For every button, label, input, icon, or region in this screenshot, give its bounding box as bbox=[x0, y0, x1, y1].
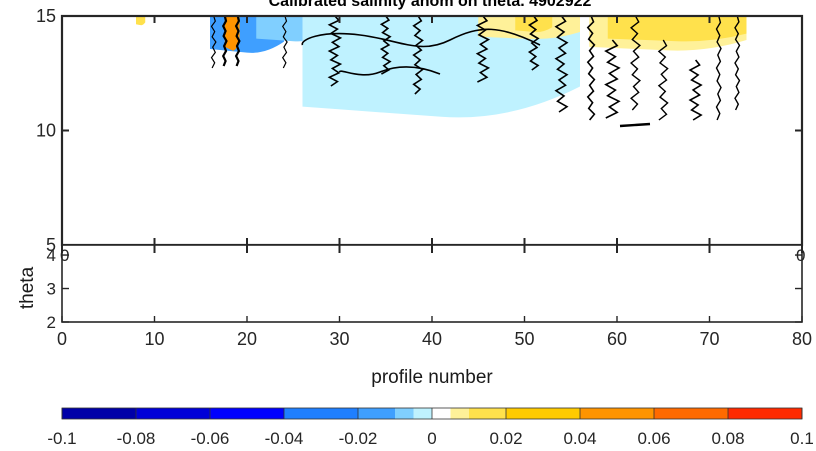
colorbar-tick-label: -0.02 bbox=[339, 429, 378, 448]
contour-line-11 bbox=[604, 39, 621, 119]
contour-region-0 bbox=[136, 16, 146, 26]
lower-panel: 234 0 00 10 20 30 40 50 60 70 80 bbox=[47, 244, 812, 349]
contour-line-0 bbox=[210, 16, 217, 69]
lower-edge-label-left: 0 bbox=[60, 246, 69, 265]
colorbar-segment bbox=[469, 408, 506, 419]
x-tick-label: 10 bbox=[144, 329, 164, 349]
x-tick-label: 0 bbox=[57, 329, 67, 349]
colorbar-segment bbox=[62, 408, 136, 419]
colorbar-segment bbox=[654, 408, 728, 419]
colorbar-tick-label: -0.04 bbox=[265, 429, 304, 448]
contour-fills bbox=[136, 16, 747, 118]
x-tick-label: 60 bbox=[607, 329, 627, 349]
colorbar-segment bbox=[432, 408, 451, 419]
colorbar-tick-label: 0.04 bbox=[563, 429, 596, 448]
colorbar-tick-label: 0.06 bbox=[637, 429, 670, 448]
contour-line-1 bbox=[221, 16, 228, 67]
colorbar-segment bbox=[210, 408, 284, 419]
upper-y-tick-label: 10 bbox=[36, 121, 56, 141]
contour-line-5 bbox=[379, 16, 392, 75]
contour-line-10 bbox=[586, 16, 596, 121]
contour-line-h3 bbox=[619, 122, 651, 128]
colorbar-segment bbox=[506, 408, 580, 419]
colorbar-segment bbox=[395, 408, 414, 419]
contour-line-3 bbox=[281, 16, 288, 69]
colorbar-segment bbox=[136, 408, 210, 419]
colorbar: -0.1 -0.08 -0.06 -0.04 -0.02 0 0.02 0.04 0.06 0.0… bbox=[47, 407, 814, 448]
chart-title: Calibrated salinity anom on theta. 49029… bbox=[269, 0, 592, 10]
contour-line-h1 bbox=[301, 28, 541, 48]
contour-line-9 bbox=[554, 16, 569, 113]
lower-y-tick-label: 3 bbox=[47, 280, 56, 299]
contour-line-8 bbox=[527, 16, 540, 71]
contour-region-6 bbox=[515, 16, 553, 33]
y-axis-label: theta bbox=[17, 266, 38, 309]
colorbar-tick-label: 0.08 bbox=[711, 429, 744, 448]
contour-line-13 bbox=[657, 39, 669, 121]
x-tick-label: 20 bbox=[237, 329, 257, 349]
contour-lines bbox=[210, 16, 741, 128]
contour-line-14 bbox=[688, 59, 703, 121]
upper-panel: 5 10 15 bbox=[36, 6, 804, 255]
upper-y-tick-label: 15 bbox=[36, 6, 56, 26]
lower-axes-frame bbox=[61, 244, 803, 323]
lower-y-tick-label: 4 bbox=[47, 246, 56, 265]
colorbar-segment bbox=[413, 408, 432, 419]
contour-line-15 bbox=[715, 16, 722, 121]
colorbar-tick-label: -0.1 bbox=[47, 429, 76, 448]
colorbar-tick-label: 0.02 bbox=[489, 429, 522, 448]
contour-line-7 bbox=[475, 16, 491, 83]
lower-y-tick-label: 2 bbox=[47, 313, 56, 332]
colorbar-segment bbox=[728, 408, 802, 419]
contour-region-8 bbox=[607, 16, 747, 42]
colorbar-tick-label: 0 bbox=[427, 429, 436, 448]
x-axis-label: profile number bbox=[371, 367, 493, 388]
contour-line-2 bbox=[234, 16, 241, 67]
contour-line-16 bbox=[734, 16, 741, 111]
x-tick-label: 80 bbox=[792, 329, 812, 349]
colorbar-segment bbox=[580, 408, 654, 419]
colorbar-segment bbox=[284, 408, 358, 419]
colorbar-tick-label: -0.08 bbox=[117, 429, 156, 448]
colorbar-tick-label: -0.06 bbox=[191, 429, 230, 448]
x-tick-label: 70 bbox=[699, 329, 719, 349]
contour-line-12 bbox=[630, 16, 641, 111]
contour-region-4 bbox=[302, 16, 580, 118]
x-tick-label: 30 bbox=[329, 329, 349, 349]
upper-y-tick-label: 5 bbox=[46, 235, 56, 255]
lower-edge-label-right: 0 bbox=[796, 246, 805, 265]
colorbar-tick-label: 0.1 bbox=[790, 429, 814, 448]
x-tick-label: 50 bbox=[514, 329, 534, 349]
x-tick-label: 40 bbox=[422, 329, 442, 349]
contour-line-6 bbox=[412, 16, 424, 95]
contour-line-h2 bbox=[338, 66, 441, 76]
contour-line-4 bbox=[327, 16, 343, 87]
colorbar-segment bbox=[358, 408, 395, 419]
colorbar-segment bbox=[450, 408, 469, 419]
